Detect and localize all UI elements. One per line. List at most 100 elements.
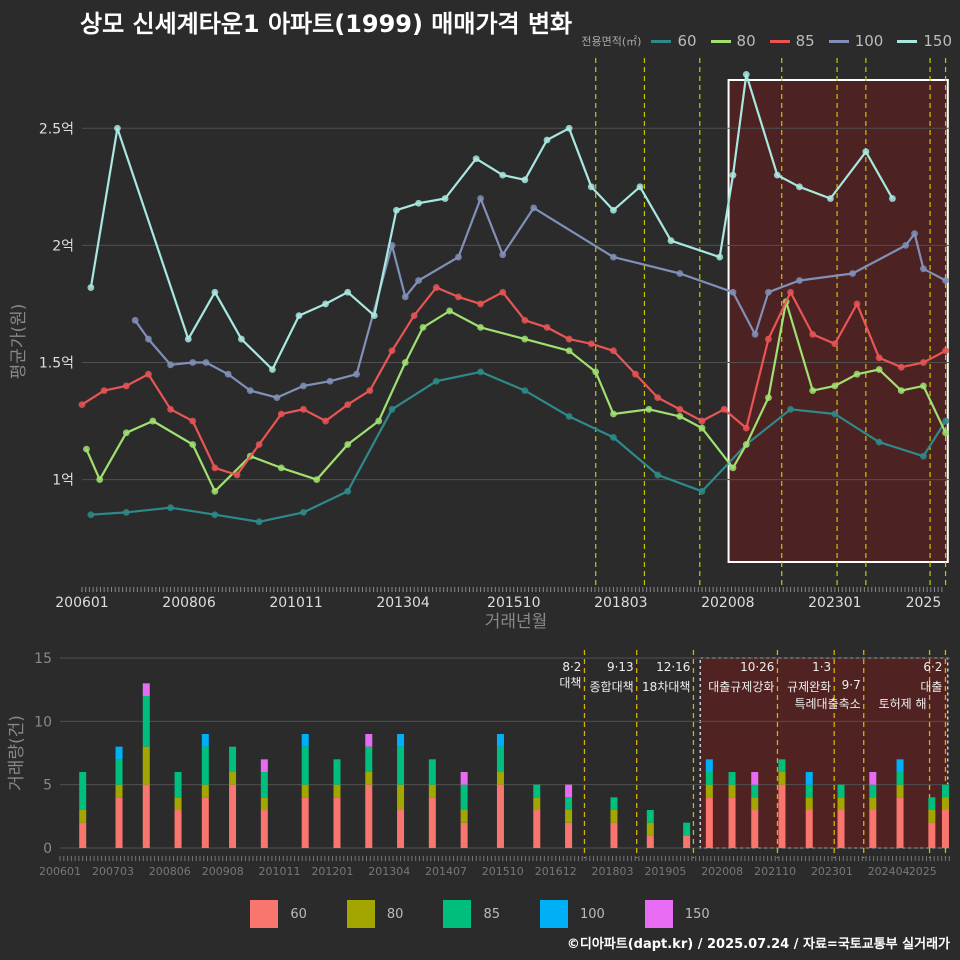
bar-60 [610, 822, 618, 848]
data-point-80 [809, 387, 817, 394]
bar-legend-item-60: 60 [250, 900, 307, 928]
legend-item-150: 150 [897, 32, 952, 50]
chart-canvas: 1억 1.5억 2억 2.5억 200601 200806 201011 201304 2015… [7, 58, 950, 878]
data-point-150 [295, 312, 303, 320]
data-point-100 [796, 277, 803, 284]
data-point-85 [145, 370, 152, 378]
bar-100 [115, 746, 123, 760]
legend-label-80: 80 [736, 32, 756, 50]
bar-85 [646, 810, 654, 823]
bar-85 [229, 746, 237, 772]
data-point-60 [920, 452, 927, 460]
data-point-100 [189, 359, 197, 366]
data-point-60 [122, 508, 130, 516]
data-point-80 [477, 323, 484, 331]
bar-100 [301, 734, 309, 747]
bar-60 [896, 797, 904, 848]
data-point-150 [565, 124, 573, 132]
bar-85 [778, 759, 786, 772]
bar-80 [142, 746, 150, 785]
data-point-85 [255, 441, 263, 448]
bar-85 [565, 797, 573, 810]
data-point-80 [189, 441, 197, 448]
bar-80 [837, 797, 845, 810]
data-point-100 [530, 204, 538, 212]
bar-150 [142, 683, 150, 696]
data-point-85 [277, 410, 285, 418]
annotation-text-4: 규제완화 [787, 680, 831, 694]
bar-85 [142, 696, 150, 747]
bar-60 [928, 822, 936, 848]
bar-85 [896, 772, 904, 785]
data-point-60 [875, 438, 883, 446]
annotation-date-1: 9·13 [607, 660, 634, 674]
bar-60 [142, 784, 150, 848]
data-point-80 [676, 412, 684, 420]
data-point-100 [849, 270, 856, 277]
bar-80 [115, 784, 123, 798]
bar-60 [728, 797, 736, 848]
data-point-85 [654, 394, 662, 402]
bar-x-tick-label-3: 200908 [202, 865, 244, 878]
data-point-85 [211, 464, 219, 472]
data-point-150 [211, 288, 219, 296]
data-point-100 [415, 277, 422, 284]
data-point-150 [269, 366, 276, 373]
bar-150 [460, 772, 468, 785]
bar-legend-item-80: 80 [346, 900, 403, 928]
bar-80 [778, 772, 786, 785]
bar-60 [174, 810, 182, 848]
data-point-150 [543, 136, 551, 144]
data-point-60 [255, 518, 263, 526]
data-point-150 [184, 335, 192, 343]
data-point-80 [765, 394, 772, 402]
bar-60 [646, 835, 654, 848]
data-point-100 [751, 330, 759, 338]
data-point-85 [875, 354, 883, 362]
bar-85 [428, 759, 436, 785]
bar-100 [805, 772, 813, 785]
bar-85 [941, 784, 949, 798]
data-point-100 [401, 293, 409, 301]
data-point-150 [827, 195, 834, 202]
data-point-60 [87, 511, 95, 519]
bar-x-tick-label-12: 202008 [701, 865, 743, 878]
data-point-150 [636, 183, 644, 191]
data-point-85 [300, 405, 307, 413]
legend-label-60: 60 [677, 32, 697, 50]
annotation-text-0: 대책 [559, 675, 581, 690]
bar-x-tick-label-4: 201011 [258, 865, 300, 878]
bar-80 [565, 810, 573, 823]
bar-85 [333, 759, 341, 785]
bar-60 [460, 822, 468, 848]
data-point-80 [645, 405, 653, 413]
data-point-85 [366, 387, 374, 394]
legend-label-85: 85 [795, 32, 815, 50]
annotation-text-1: 종합대책 [590, 679, 634, 694]
data-point-60 [654, 471, 662, 479]
data-point-80 [419, 323, 427, 331]
bar-60 [333, 797, 341, 848]
data-point-60 [698, 487, 706, 495]
bar-y-tick-label-2: 10 [34, 714, 52, 730]
data-point-60 [831, 410, 839, 418]
bar-legend-item-150: 150 [644, 900, 710, 928]
data-point-80 [149, 417, 157, 425]
bar-85 [301, 746, 309, 785]
data-point-80 [698, 424, 706, 432]
annotation-date-3: 10·26 [740, 660, 774, 674]
data-point-150 [472, 155, 480, 163]
data-point-60 [167, 504, 174, 512]
data-point-80 [375, 417, 383, 425]
bar-legend-swatch-80 [346, 900, 375, 928]
bar-80 [333, 784, 341, 798]
x-tick-label-0: 200601 [55, 595, 108, 611]
data-point-150 [667, 237, 675, 245]
bar-80 [533, 797, 541, 810]
data-point-85 [809, 330, 817, 338]
highlight-region-bottom [699, 657, 949, 849]
data-point-150 [441, 195, 449, 202]
bar-100 [705, 759, 713, 772]
data-point-80 [565, 347, 573, 355]
data-point-85 [897, 363, 905, 371]
